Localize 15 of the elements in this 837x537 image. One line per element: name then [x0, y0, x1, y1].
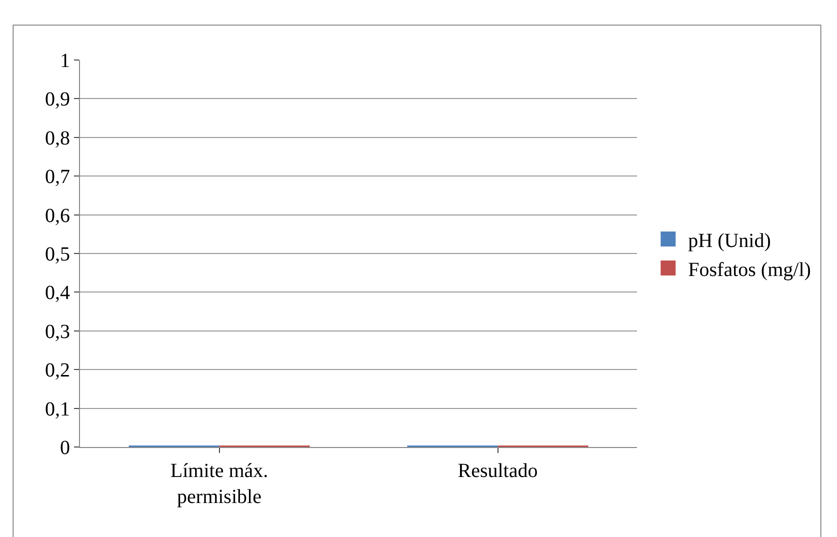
- x-tick-label: Resultado: [458, 460, 538, 482]
- y-tick-label: 0,5: [45, 244, 70, 266]
- legend-label: pH (Unid): [688, 230, 771, 252]
- legend-label: Fosfatos (mg/l): [688, 258, 811, 281]
- y-tick-label: 1: [60, 50, 70, 72]
- y-tick-label: 0: [60, 437, 70, 459]
- y-tick-label: 0,3: [45, 320, 70, 343]
- y-tick-label: 0,7: [45, 166, 70, 188]
- y-tick-label: 0,1: [45, 398, 70, 420]
- y-tick-label: 0,8: [45, 127, 70, 150]
- y-tick-label: 0,6: [45, 204, 70, 227]
- y-tick-label: 0,2: [45, 360, 70, 382]
- x-tick-label: Límite máx. permisible: [170, 460, 268, 508]
- y-tick-label: 0,9: [45, 88, 70, 111]
- y-tick-label: 0,4: [45, 282, 70, 304]
